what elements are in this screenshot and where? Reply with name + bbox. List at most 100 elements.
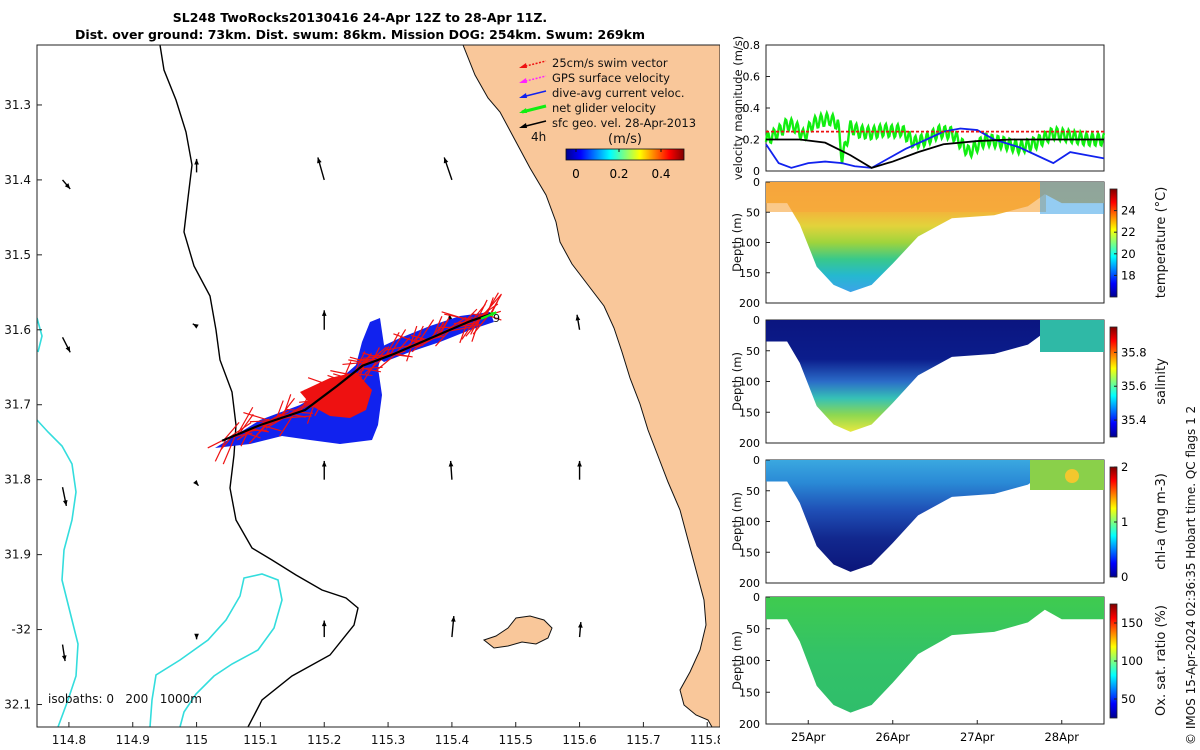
velocity-y-tick-label: 0.4	[743, 102, 761, 115]
glider-vector-fans	[207, 292, 502, 465]
section-y-tick-label: 200	[739, 718, 760, 731]
velocity-series-line	[766, 138, 1104, 169]
swim-vector	[342, 360, 374, 366]
geo-velocity-arrow-head	[317, 157, 322, 164]
geo-velocity-arrow-head	[194, 633, 199, 640]
section-y-tick-label: 100	[739, 376, 760, 389]
swim-vector	[291, 413, 306, 418]
colorbar-tick-label: 24	[1121, 204, 1136, 218]
salinity-section: 0 50 100 150 200 Depth (m) 35.8 35.6 35.4 salinit…	[730, 314, 1169, 450]
swim-vector	[236, 406, 254, 435]
geo-velocity-arrow-head	[577, 460, 582, 467]
map-axes-box	[36, 44, 720, 728]
colorbar-label: Ox. sat. ratio (%)	[1154, 605, 1169, 716]
swim-vector	[413, 325, 424, 346]
section-x-tick-label: 25Apr	[791, 730, 826, 744]
swim-vector	[409, 325, 418, 348]
geo-velocity-arrow-head	[62, 500, 68, 506]
map-y-tick-label: 31.7	[4, 398, 31, 412]
swim-vector	[222, 434, 237, 465]
velocity-y-tick-label: 0.8	[743, 39, 761, 52]
swim-vector	[248, 421, 270, 444]
legend-swatch-head	[519, 93, 527, 98]
geo-velocity-arrow-head	[193, 479, 199, 486]
geo-velocity-arrow-head	[64, 183, 71, 189]
swim-vector	[223, 422, 240, 441]
map-x-tick-label: 115.7	[626, 733, 660, 747]
swim-vector	[362, 360, 378, 382]
map-y-tick-label: 31.6	[4, 323, 31, 337]
colorbar-tick-label: 20	[1121, 247, 1136, 261]
geo-velocity-arrow-head	[192, 323, 199, 329]
swim-vector	[364, 357, 384, 375]
section-y-tick-label: 200	[739, 297, 760, 310]
section-y-label: Depth (m)	[730, 631, 744, 690]
swim-vector	[395, 337, 411, 354]
map-ticks: 114.8 114.9 115 115.1 115.2 115.3 115.4 115.5 11…	[4, 98, 720, 747]
legend-label: dive-avg current veloc.	[552, 86, 685, 100]
swim-vector	[362, 356, 387, 359]
swim-vector	[282, 394, 292, 418]
track-label-end: 9	[493, 312, 500, 325]
section-y-tick-label: 50	[746, 623, 760, 636]
section-y-tick-label: 0	[753, 176, 760, 189]
section-y-tick-label: 150	[739, 406, 760, 419]
legend-swatch-head	[519, 108, 527, 113]
map-x-tick-label: 115.8	[690, 733, 720, 747]
velocity-series-line	[765, 127, 1105, 169]
swim-vector	[410, 334, 428, 341]
swim-vector	[465, 316, 483, 337]
colorbar-tick-label: 35.6	[1121, 379, 1147, 393]
section-y-tick-label: 100	[739, 237, 760, 250]
map-x-tick-label: 115.3	[371, 733, 405, 747]
chla-max-spot	[1065, 469, 1079, 483]
colorbar-tick-label: 1	[1121, 515, 1128, 529]
map-x-tick-label: 115	[185, 733, 208, 747]
swim-vector	[444, 313, 474, 321]
colorbar-label: salinity	[1154, 358, 1169, 405]
salty-surface-patch	[1040, 320, 1104, 352]
track-label-start: 4h	[531, 130, 546, 144]
glider-track	[221, 311, 497, 442]
section-y-label: Depth (m)	[730, 492, 744, 551]
map-x-tick-label: 115.1	[243, 733, 277, 747]
section-y-tick-label: 200	[739, 577, 760, 590]
swim-vector	[461, 318, 477, 340]
map-y-tick-label: 31.3	[4, 98, 31, 112]
colorbar-tick-label: 50	[1121, 692, 1136, 706]
section-y-tick-label: 150	[739, 546, 760, 559]
map-x-tick-label: 114.9	[116, 733, 150, 747]
swim-vector	[275, 400, 284, 420]
temperature-section: 0 50 100 150 200 Depth (m) 24 22 20 18 temperature…	[730, 176, 1169, 310]
velocity-y-label: velocity magnitude (m/s)	[731, 36, 745, 181]
section-x-tick-label: 27Apr	[960, 730, 995, 744]
geo-velocity-arrow-head	[578, 622, 583, 628]
section-data-field	[766, 597, 1104, 713]
swim-vector	[389, 329, 407, 356]
section-y-tick-label: 50	[746, 485, 760, 498]
glider-track-map: 114.8 114.9 115 115.1 115.2 115.3 115.4 115.5 11…	[4, 44, 720, 747]
chla-section: 0 50 100 150 200 Depth (m) 2 1 0 chl-a (mg m-3)	[730, 454, 1169, 590]
geo-velocity-arrow-head	[194, 158, 199, 165]
cool-surface-patch	[1040, 182, 1104, 214]
swim-vector	[436, 321, 445, 336]
map-y-tick-label: 31.9	[4, 548, 31, 562]
geo-velocity-arrow-head	[61, 655, 67, 662]
swim-vector	[375, 351, 399, 371]
net-velocity-arrow-head	[490, 312, 497, 317]
map-x-tick-label: 115.4	[435, 733, 469, 747]
section-y-label: Depth (m)	[730, 352, 744, 411]
swim-vector	[279, 413, 295, 437]
swim-vector-cluster	[300, 372, 372, 418]
map-y-tick-label: 31.8	[4, 473, 31, 487]
colorbar-unit: (m/s)	[608, 132, 642, 147]
geo-velocity-arrow-head	[321, 460, 327, 467]
section-y-tick-label: 50	[746, 206, 760, 219]
colorbar-label: chl-a (mg m-3)	[1154, 473, 1169, 570]
swim-vector	[238, 413, 254, 434]
swim-vector	[374, 346, 390, 362]
legend-label: net glider velocity	[552, 101, 656, 115]
legend-label: sfc geo. vel. 28-Apr-2013	[552, 116, 696, 130]
section-y-label: Depth (m)	[730, 213, 744, 272]
